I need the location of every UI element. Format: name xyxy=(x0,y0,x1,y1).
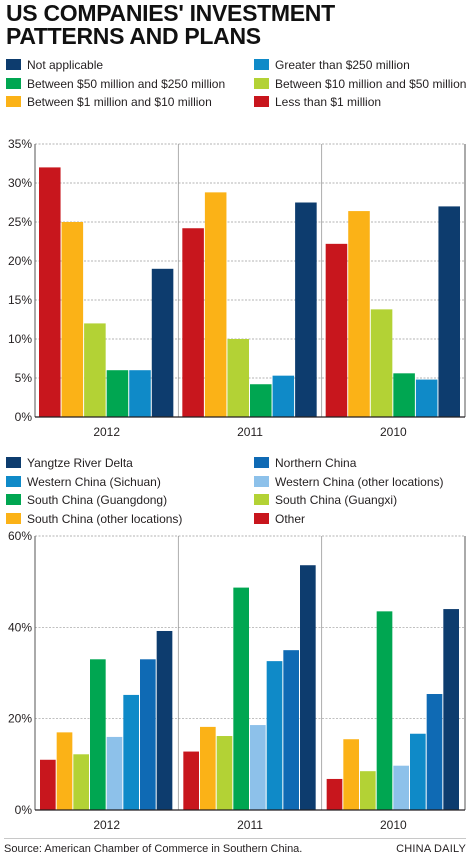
bar-south-china-guangxi-2012 xyxy=(73,754,89,810)
legend-investment-location: Yangtze River Delta Northern China Western… xyxy=(6,456,466,528)
legend-label: South China (Guangdong) xyxy=(27,493,168,507)
bar-other-2010 xyxy=(326,778,343,810)
y-tick-label: 35% xyxy=(8,137,32,151)
bar-south-china-guangxi-2010 xyxy=(360,771,376,810)
bar-between-10-million-and-50-million-2011 xyxy=(227,339,249,417)
y-tick-label: 25% xyxy=(8,215,32,229)
y-tick-label: 15% xyxy=(8,293,32,307)
y-tick-label: 20% xyxy=(8,712,32,726)
legend-label: Other xyxy=(275,511,306,526)
bar-between-1-million-and-10-million-2011 xyxy=(204,192,227,417)
legend-swatch xyxy=(6,494,21,505)
bar-western-china-sichuan-2012 xyxy=(123,694,139,810)
bar-between-50-million-and-250-million-2010 xyxy=(393,373,415,417)
bar-between-10-million-and-50-million-2010 xyxy=(370,309,393,417)
legend-label: Between $1 million and $10 million xyxy=(27,95,212,109)
legend-swatch xyxy=(6,512,21,524)
legend-swatch xyxy=(254,96,269,107)
bar-not-applicable-2010 xyxy=(438,206,460,417)
bar-south-china-other-locations-2010 xyxy=(343,739,359,810)
legend-swatch xyxy=(254,512,269,524)
legend-label: Western China (other locations) xyxy=(275,474,444,489)
legend-label: Between $50 million and $250 million xyxy=(27,76,226,91)
bar-western-china-other-locations-2012 xyxy=(106,736,123,810)
bar-not-applicable-2012 xyxy=(151,268,174,417)
y-tick-label: 0% xyxy=(15,410,33,424)
x-category-label: 2012 xyxy=(93,425,120,439)
bar-greater-than-250-million-2012 xyxy=(129,370,151,417)
y-tick-label: 10% xyxy=(8,332,32,346)
legend-label: Not applicable xyxy=(27,58,104,72)
bar-other-2012 xyxy=(40,759,56,810)
y-tick-label: 20% xyxy=(8,254,32,268)
legend-label: Less than $1 million xyxy=(275,95,382,109)
bar-northern-china-2011 xyxy=(283,650,299,810)
legend-label: Greater than $250 million xyxy=(275,58,410,72)
bar-between-10-million-and-50-million-2012 xyxy=(84,323,106,417)
bar-less-than-1-million-2012 xyxy=(39,167,61,417)
bar-south-china-guangdong-2010 xyxy=(376,611,393,810)
legend-swatch xyxy=(254,494,269,505)
bar-not-applicable-2011 xyxy=(295,202,317,417)
bar-between-50-million-and-250-million-2012 xyxy=(106,370,129,417)
legend-label: Between $10 million and $50 million xyxy=(275,76,467,91)
y-tick-label: 0% xyxy=(15,803,33,817)
bar-western-china-sichuan-2011 xyxy=(266,661,283,810)
legend-label: South China (Guangxi) xyxy=(275,493,398,507)
bar-between-1-million-and-10-million-2012 xyxy=(61,222,84,417)
bar-western-china-other-locations-2010 xyxy=(393,765,409,810)
chart-title: US COMPANIES' INVESTMENT PATTERNS AND PL… xyxy=(6,2,466,48)
x-category-label: 2010 xyxy=(380,425,407,439)
x-category-label: 2011 xyxy=(237,425,263,439)
bar-other-2011 xyxy=(183,751,199,810)
chart-investment-size: 0% 5% 10% 15% 20% 25% 30% 35% 2012 2011 2010 xyxy=(8,137,466,439)
legend-investment-size: Not applicable Greater than $250 million B… xyxy=(6,58,466,130)
bar-south-china-guangdong-2012 xyxy=(90,659,106,810)
bar-south-china-other-locations-2012 xyxy=(56,732,73,810)
bar-between-50-million-and-250-million-2011 xyxy=(250,384,272,417)
bar-northern-china-2012 xyxy=(140,659,156,810)
bar-yangtze-river-delta-2010 xyxy=(443,609,459,810)
bar-western-china-other-locations-2011 xyxy=(250,725,266,810)
chart-title-line-1: US COMPANIES' INVESTMENT xyxy=(6,0,335,26)
legend-swatch xyxy=(254,475,269,487)
bar-south-china-other-locations-2011 xyxy=(200,726,216,810)
legend-label: Western China (Sichuan) xyxy=(27,474,161,489)
chart-title-line-2: PATTERNS AND PLANS xyxy=(6,23,261,49)
source-note: Source: American Chamber of Commerce in … xyxy=(4,843,303,855)
footer: Source: American Chamber of Commerce in … xyxy=(4,838,466,855)
legend-swatch xyxy=(6,475,21,487)
legend-swatch xyxy=(6,59,21,70)
bar-south-china-guangxi-2011 xyxy=(216,736,233,810)
legend-swatch xyxy=(6,457,21,468)
bar-yangtze-river-delta-2012 xyxy=(156,630,173,810)
bar-between-1-million-and-10-million-2010 xyxy=(348,211,370,417)
y-tick-label: 40% xyxy=(8,620,32,634)
x-category-label: 2010 xyxy=(380,818,407,832)
legend-label: Yangtze River Delta xyxy=(27,456,133,470)
y-tick-label: 30% xyxy=(8,176,32,190)
legend-swatch xyxy=(254,77,269,89)
bar-greater-than-250-million-2011 xyxy=(272,375,295,417)
legend-label: South China (other locations) xyxy=(27,511,183,526)
bar-south-china-guangdong-2011 xyxy=(233,587,249,810)
x-category-label: 2012 xyxy=(93,818,120,832)
bar-less-than-1-million-2011 xyxy=(182,228,204,417)
bar-less-than-1-million-2010 xyxy=(325,243,348,417)
y-tick-label: 60% xyxy=(8,529,32,543)
y-tick-label: 5% xyxy=(15,371,33,385)
bar-western-china-sichuan-2010 xyxy=(410,733,426,810)
bar-northern-china-2010 xyxy=(426,694,443,810)
bar-greater-than-250-million-2010 xyxy=(415,379,438,417)
x-category-label: 2011 xyxy=(237,818,263,832)
legend-swatch xyxy=(254,59,269,70)
legend-swatch xyxy=(6,96,21,107)
chart-investment-location: 0% 20% 40% 60% 2012 2011 2010 xyxy=(8,529,466,832)
legend-swatch xyxy=(254,457,269,468)
bar-yangtze-river-delta-2011 xyxy=(300,565,316,810)
credit-label: CHINA DAILY xyxy=(396,843,466,855)
legend-label: Northern China xyxy=(275,456,357,470)
legend-swatch xyxy=(6,77,21,89)
